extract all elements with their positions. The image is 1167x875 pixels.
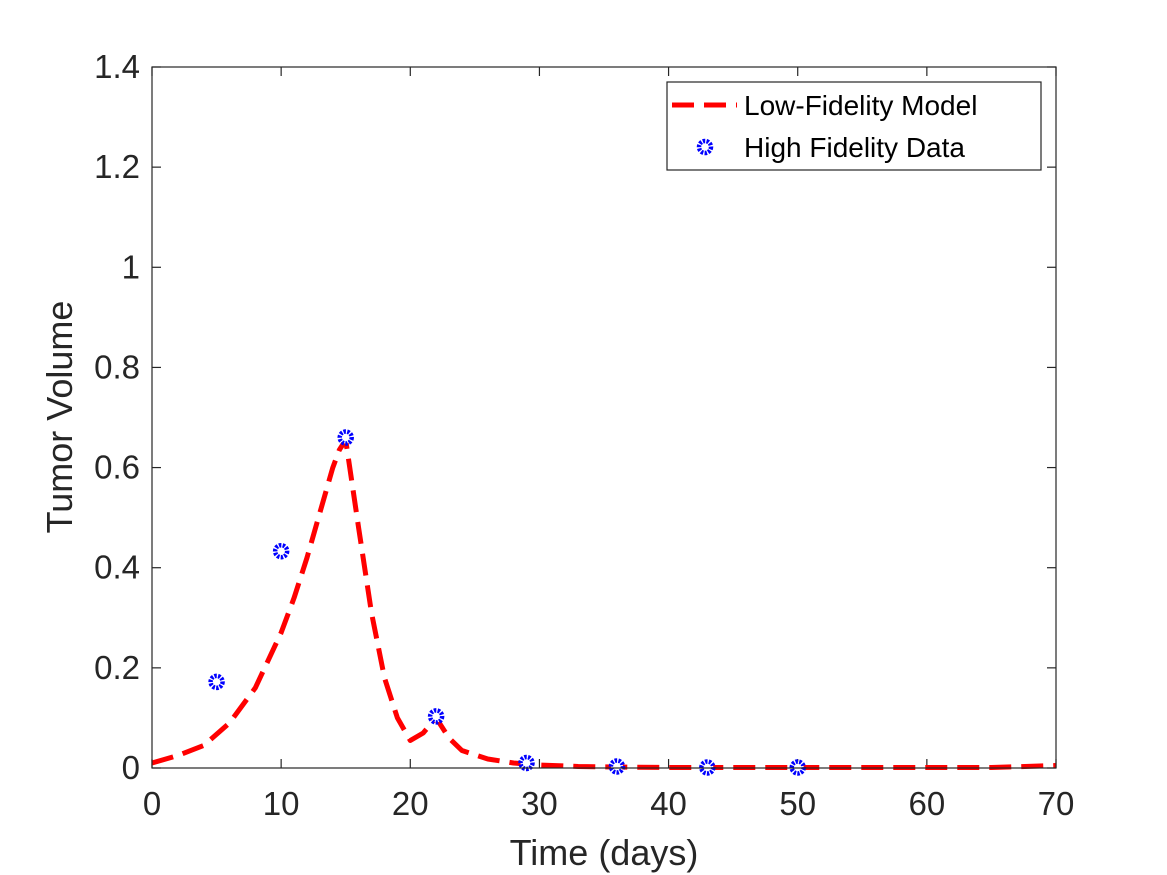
y-tick-label: 0.2 bbox=[94, 649, 140, 686]
x-tick-label: 50 bbox=[779, 785, 816, 822]
data-point-high-fidelity bbox=[427, 708, 445, 725]
y-tick-label: 0 bbox=[122, 749, 140, 786]
x-tick-label: 30 bbox=[521, 785, 558, 822]
legend: Low-Fidelity Model High Fidelity Data bbox=[666, 81, 1042, 171]
y-tick-label: 0.8 bbox=[94, 348, 140, 385]
legend-label-low-fidelity: Low-Fidelity Model bbox=[744, 90, 977, 121]
legend-marker-sample bbox=[696, 138, 714, 156]
x-tick-label: 70 bbox=[1038, 785, 1075, 822]
y-tick-label: 1 bbox=[122, 248, 140, 285]
x-tick-label: 0 bbox=[143, 785, 161, 822]
x-tick-label: 20 bbox=[392, 785, 429, 822]
data-point-high-fidelity bbox=[208, 673, 225, 691]
data-point-high-fidelity bbox=[272, 542, 290, 560]
x-tick-label: 10 bbox=[263, 785, 300, 822]
y-axis-tick-labels: 0 0.2 0.4 0.6 0.8 1 1.2 1.4 bbox=[94, 48, 140, 786]
x-axis-tick-labels: 0 10 20 30 40 50 60 70 bbox=[143, 785, 1075, 822]
data-point-high-fidelity bbox=[608, 758, 626, 775]
data-point-high-fidelity bbox=[337, 429, 354, 446]
y-tick-label: 1.2 bbox=[94, 148, 140, 185]
legend-label-high-fidelity: High Fidelity Data bbox=[744, 132, 965, 163]
x-tick-label: 40 bbox=[650, 785, 687, 822]
data-point-high-fidelity bbox=[518, 754, 535, 772]
plot-frame bbox=[151, 66, 1057, 769]
y-tick-label: 1.4 bbox=[94, 48, 140, 85]
y-axis-label: Tumor Volume bbox=[39, 301, 80, 534]
plot-area bbox=[152, 67, 1056, 768]
y-tick-label: 0.6 bbox=[94, 449, 140, 486]
x-axis-label: Time (days) bbox=[510, 832, 699, 873]
x-tick-label: 60 bbox=[908, 785, 945, 822]
y-tick-label: 0.4 bbox=[94, 549, 140, 586]
legend-box bbox=[666, 81, 1042, 171]
